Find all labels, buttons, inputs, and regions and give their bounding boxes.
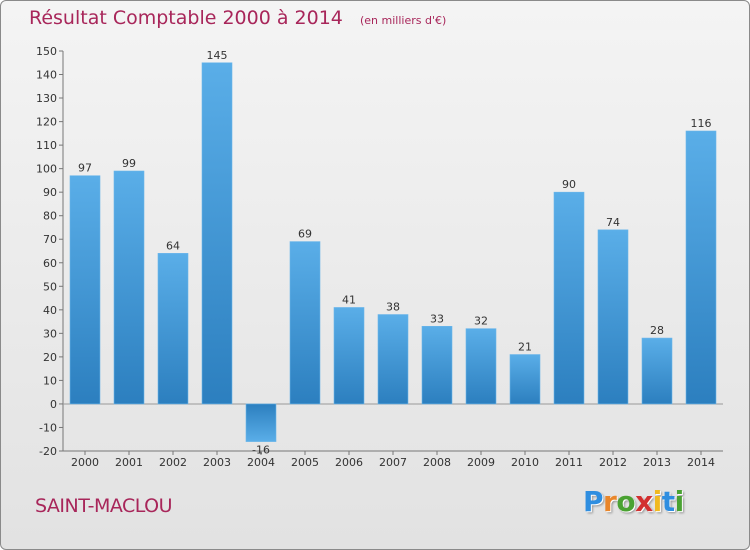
bars [69, 62, 717, 442]
x-tick-label: 2006 [335, 456, 363, 469]
bar [377, 314, 409, 405]
y-tick-label: 20 [43, 351, 57, 364]
value-label: 90 [562, 178, 576, 191]
y-tick: -10 [39, 421, 63, 434]
x-tick-label: 2008 [423, 456, 451, 469]
bar [333, 307, 365, 405]
x-tick-label: 2002 [159, 456, 187, 469]
y-tick: 150 [36, 45, 63, 58]
value-label: 32 [474, 315, 488, 328]
y-tick-label: 70 [43, 233, 57, 246]
bar [69, 175, 101, 405]
y-tick-label: 140 [36, 69, 57, 82]
value-label: 64 [166, 239, 180, 252]
y-tick: 130 [36, 92, 63, 105]
unit-text: (en milliers d'€) [359, 14, 447, 27]
x-tick-label: 2007 [379, 456, 407, 469]
x-tick-label: 2011 [555, 456, 583, 469]
x-tick-label: 2004 [247, 456, 275, 469]
bar [641, 337, 673, 405]
y-tick: 50 [43, 280, 63, 293]
value-labels: 97 99 64 145 -16 69 41 38 33 32 21 90 74 28 116 [78, 49, 712, 457]
bar [553, 191, 585, 405]
x-tick-label: 2009 [467, 456, 495, 469]
x-tick-label: 2012 [599, 456, 627, 469]
bar [245, 403, 277, 442]
bar [685, 130, 717, 405]
y-tick-label: 10 [43, 374, 57, 387]
y-tick: 110 [36, 139, 63, 152]
y-tick-label: 30 [43, 327, 57, 340]
y-tick: 40 [43, 304, 63, 317]
y-tick-label: -10 [39, 421, 57, 434]
value-label: 97 [78, 162, 92, 175]
y-tick: 140 [36, 69, 63, 82]
logo-letter: i [674, 485, 685, 518]
logo-letter: i [652, 485, 663, 518]
bar [597, 229, 629, 405]
y-tick: 80 [43, 210, 63, 223]
y-tick-label: 100 [36, 163, 57, 176]
logo-letter: t [661, 485, 675, 518]
y-tick-label: 60 [43, 257, 57, 270]
y-tick-label: 90 [43, 186, 57, 199]
y-tick-label: 110 [36, 139, 57, 152]
x-tick-label: 2003 [203, 456, 231, 469]
y-tick-label: 0 [50, 398, 57, 411]
y-tick-label: 130 [36, 92, 57, 105]
city-name: SAINT-MACLOU [35, 495, 173, 517]
logo-letter: r [603, 485, 617, 518]
bar [289, 241, 321, 405]
x-tick-label: 2014 [687, 456, 715, 469]
y-tick: 10 [43, 374, 63, 387]
bar [157, 253, 189, 405]
y-tick: 120 [36, 116, 63, 129]
value-label: -16 [252, 444, 270, 457]
value-label: 145 [207, 49, 228, 62]
bar [509, 354, 541, 405]
y-tick: 60 [43, 257, 63, 270]
value-label: 38 [386, 301, 400, 314]
bar [421, 325, 453, 405]
x-tick-label: 2001 [115, 456, 143, 469]
x-tick-label: 2010 [511, 456, 539, 469]
x-tick-label: 2005 [291, 456, 319, 469]
y-tick: 0 [50, 398, 63, 411]
logo-letter: P [583, 485, 604, 518]
logo-letter: o [616, 485, 636, 518]
y-tick-label: 150 [36, 45, 57, 58]
value-label: 41 [342, 293, 356, 306]
y-tick: 30 [43, 327, 63, 340]
y-tick: 90 [43, 186, 63, 199]
value-label: 21 [518, 341, 532, 354]
chart-title: Résultat Comptable 2000 à 2014 (en milli… [29, 7, 446, 29]
bar [201, 62, 233, 405]
y-tick-label: 40 [43, 304, 57, 317]
x-tick-label: 2013 [643, 456, 671, 469]
value-label: 33 [430, 312, 444, 325]
y-tick: 100 [36, 163, 63, 176]
bar [465, 328, 497, 405]
value-label: 99 [122, 157, 136, 170]
y-tick-label: -20 [39, 445, 57, 458]
value-label: 28 [650, 324, 664, 337]
y-tick-label: 80 [43, 210, 57, 223]
y-tick-label: 120 [36, 116, 57, 129]
logo-letter: x [635, 485, 653, 518]
x-tick-label: 2000 [71, 456, 99, 469]
title-text: Résultat Comptable 2000 à 2014 [29, 7, 343, 29]
y-tick-label: 50 [43, 280, 57, 293]
bar [113, 170, 145, 405]
value-label: 116 [691, 117, 712, 130]
value-label: 74 [606, 216, 620, 229]
proxiti-logo: Proxiti [583, 485, 684, 518]
y-tick: -20 [39, 445, 63, 458]
y-tick: 70 [43, 233, 63, 246]
y-tick: 20 [43, 351, 63, 364]
value-label: 69 [298, 228, 312, 241]
